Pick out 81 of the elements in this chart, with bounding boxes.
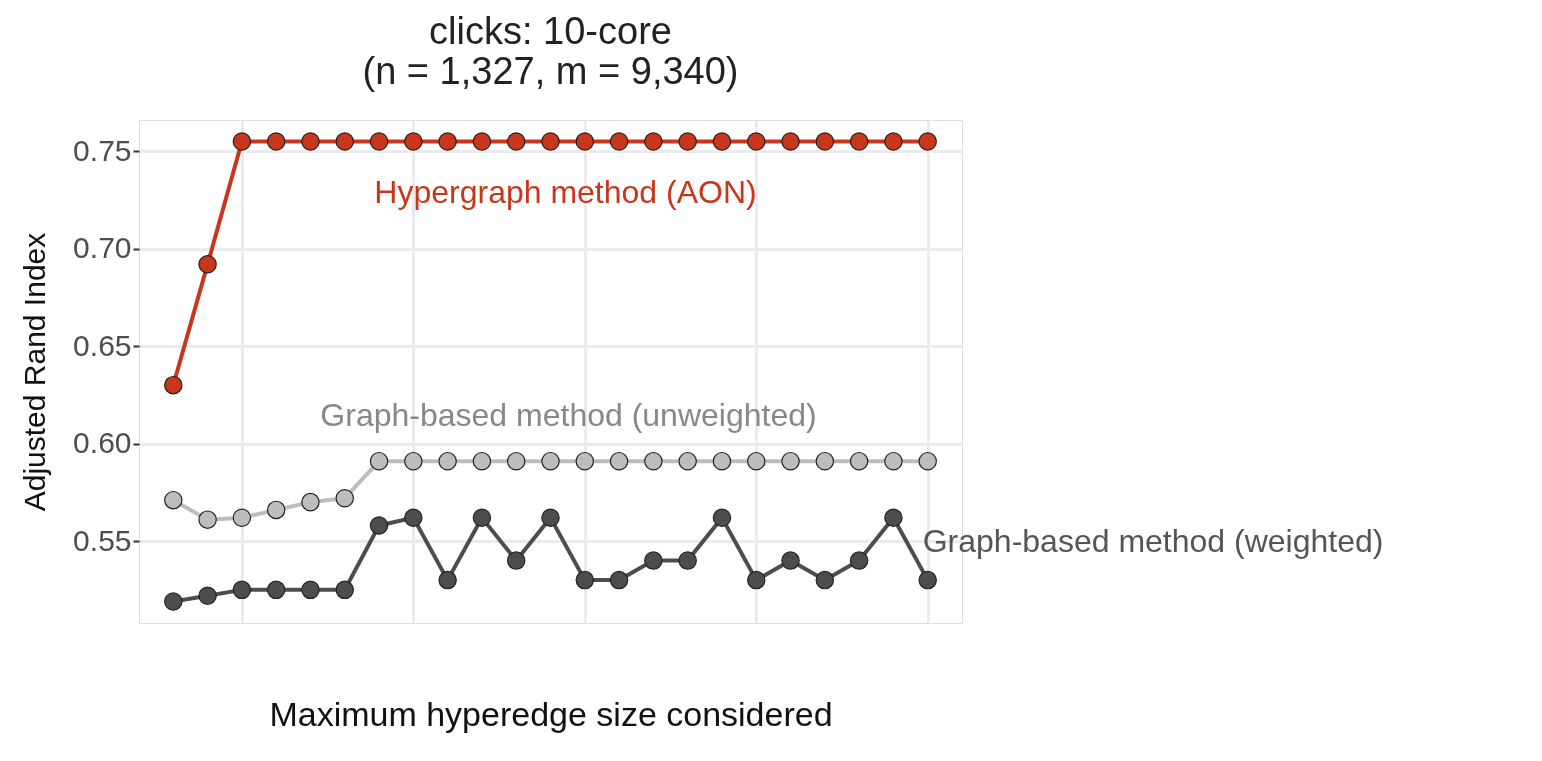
point <box>266 580 286 600</box>
point <box>232 132 252 151</box>
point <box>746 451 766 471</box>
point <box>438 570 457 590</box>
point <box>712 132 732 151</box>
point <box>266 132 286 151</box>
point <box>369 451 389 471</box>
point <box>335 580 355 600</box>
y-tick-label: 0.60 <box>73 426 132 460</box>
point <box>849 551 869 570</box>
point <box>472 508 492 527</box>
point <box>918 132 937 151</box>
point <box>301 492 320 512</box>
point <box>541 132 560 151</box>
point <box>884 132 903 151</box>
point <box>644 451 663 471</box>
point <box>335 132 355 151</box>
point <box>198 510 217 529</box>
point <box>678 551 697 570</box>
point <box>438 451 457 471</box>
point <box>301 132 320 151</box>
y-axis-title: Adjusted Rand Index <box>18 232 52 512</box>
point <box>644 551 663 570</box>
point <box>712 508 732 527</box>
point <box>678 132 697 151</box>
point <box>609 132 629 151</box>
point <box>335 488 355 508</box>
point <box>884 451 903 471</box>
point <box>815 132 835 151</box>
point <box>506 551 526 570</box>
point <box>575 451 595 471</box>
y-tick-label: 0.65 <box>73 328 132 362</box>
series-label: Graph-based method (unweighted) <box>320 397 817 434</box>
point <box>849 132 869 151</box>
point <box>198 586 217 605</box>
point <box>472 451 492 471</box>
point <box>164 592 183 611</box>
point <box>404 508 423 527</box>
point <box>609 570 629 590</box>
y-tick-label: 0.75 <box>73 133 132 167</box>
series-label: Hypergraph method (AON) <box>374 174 757 211</box>
point <box>506 132 526 151</box>
series-label: Graph-based method (weighted) <box>922 523 1384 560</box>
point <box>781 451 800 471</box>
point <box>232 580 252 600</box>
x-axis-title: Maximum hyperedge size considered <box>269 694 833 733</box>
point <box>918 451 937 471</box>
point <box>644 132 663 151</box>
point <box>781 132 800 151</box>
point <box>609 451 629 471</box>
text: (n = 1,327, m = 9,340) <box>362 50 739 92</box>
point <box>815 451 835 471</box>
text: clicks: 10-core <box>429 10 672 52</box>
point <box>164 375 183 395</box>
point <box>301 580 320 600</box>
point <box>541 508 560 527</box>
point <box>781 551 800 570</box>
point <box>232 508 252 527</box>
point <box>815 570 835 590</box>
point <box>746 570 766 590</box>
point <box>575 570 595 590</box>
point <box>404 451 423 471</box>
point <box>164 490 183 510</box>
point <box>438 132 457 151</box>
point <box>678 451 697 471</box>
point <box>746 132 766 151</box>
point <box>712 451 732 471</box>
point <box>575 132 595 151</box>
point <box>369 132 389 151</box>
point <box>472 132 492 151</box>
point <box>541 451 560 471</box>
point <box>849 451 869 471</box>
y-tick-label: 0.70 <box>73 231 132 265</box>
point <box>404 132 423 151</box>
point <box>266 500 286 520</box>
point <box>198 255 217 274</box>
point <box>506 451 526 471</box>
point <box>369 516 389 535</box>
point <box>918 570 937 590</box>
y-tick-label: 0.55 <box>73 523 132 557</box>
point <box>884 508 903 527</box>
